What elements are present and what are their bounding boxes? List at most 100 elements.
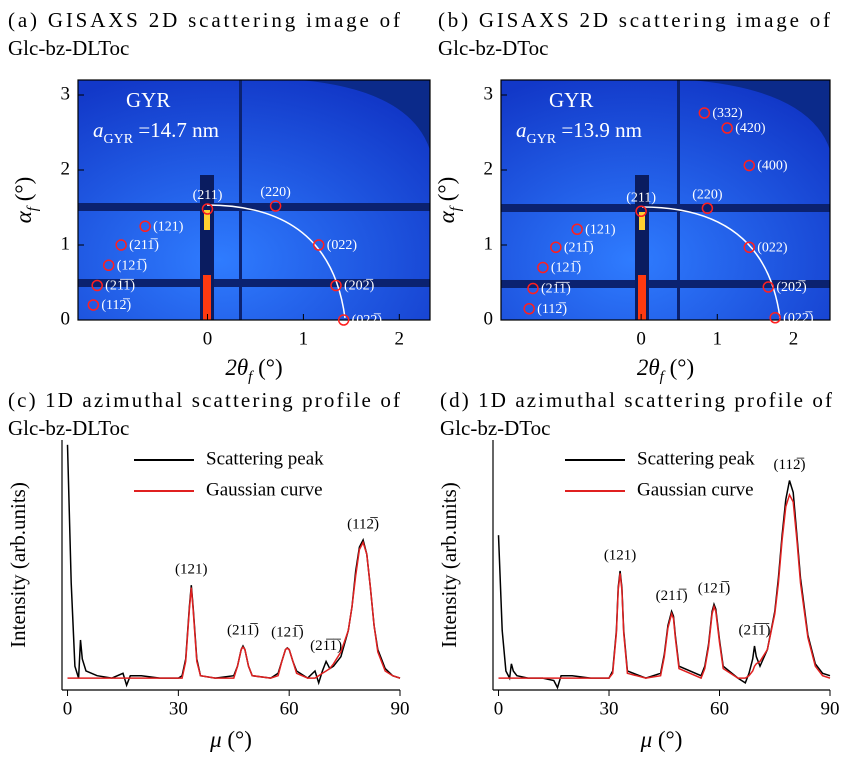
annotation-part: a (93, 118, 104, 142)
peak-label: (21̅1̅) (105, 279, 135, 294)
annotation-part: a (516, 118, 527, 142)
peak-label: (112̅) (101, 298, 131, 313)
peak-label: (121̅) (117, 258, 148, 273)
x-axis-label-part: 2θ (637, 355, 660, 380)
x-axis-label-part: (°) (664, 355, 694, 380)
peak-marker (527, 282, 539, 295)
peak-label: (21̅1̅) (739, 622, 771, 638)
x-tick-label: 0 (636, 328, 646, 349)
y-axis-label-part: f (448, 205, 464, 211)
y-axis-label: αf (°) (11, 177, 41, 224)
peak-marker (269, 200, 282, 212)
series-line (67, 540, 401, 679)
y-tick-label: 3 (484, 83, 494, 104)
plot-frame (500, 79, 831, 321)
peak-marker (550, 241, 562, 253)
peak-marker (139, 220, 151, 232)
scattering-image (501, 80, 830, 320)
x-tick-label: 60 (710, 698, 729, 719)
y-axis-label: Intensity (arb.units) (6, 482, 30, 648)
x-axis-label-part: 2θ (225, 355, 248, 380)
y-tick-label: 1 (484, 233, 494, 254)
panel-title: Glc-bz-DToc (438, 36, 548, 60)
peak-label: (112̅) (774, 457, 806, 473)
panel-title: (c) 1D azimuthal scattering profile of (8, 388, 400, 412)
x-tick-label: 1 (713, 328, 723, 349)
annotation-part: GYR (104, 132, 134, 147)
annotation: aGYR =13.9 nm (516, 118, 642, 147)
x-tick-label: 30 (600, 698, 619, 719)
peak-marker (571, 223, 583, 235)
peak-label: (21̅1̅) (541, 282, 571, 297)
annotation: GYR (126, 88, 170, 112)
peak-label: (202̅) (344, 279, 375, 294)
x-axis-label: 2θf (°) (637, 355, 694, 385)
peak-marker (201, 203, 214, 215)
peak-marker (91, 279, 103, 292)
y-axis-label-part: α (11, 210, 36, 223)
legend-label: Gaussian curve (206, 479, 323, 500)
peak-label: (211̅) (227, 622, 259, 638)
x-tick-label: 2 (789, 328, 799, 349)
x-tick-label: 90 (821, 698, 840, 719)
x-tick-label: 2 (395, 328, 405, 349)
x-axis-label-part: (°) (652, 727, 682, 752)
y-axis-label: αf (°) (434, 177, 464, 224)
y-tick-label: 2 (61, 158, 71, 179)
peak-label: (21̅1̅) (310, 638, 342, 654)
peak-label: (112̅) (537, 302, 567, 317)
peak-marker (743, 241, 756, 253)
panel-title: (d) 1D azimuthal scattering profile of (440, 388, 832, 412)
peak-label: (121̅) (271, 624, 304, 640)
peak-marker (115, 239, 127, 251)
x-axis-label-part: μ (640, 727, 653, 752)
peak-marker (337, 314, 350, 326)
panel-title: Glc-bz-DToc (440, 416, 550, 440)
scattering-image (78, 80, 430, 320)
peak-marker (701, 202, 714, 214)
annotation-part: GYR (527, 132, 557, 147)
annotation-part: =13.9 nm (556, 118, 642, 142)
peak-label: (112̅) (347, 516, 379, 532)
y-axis-label: Intensity (arb.units) (437, 482, 461, 648)
peak-label: (220) (260, 185, 291, 200)
peak-label: (121) (153, 219, 184, 234)
peak-label: (400) (757, 159, 788, 174)
plot-frame (77, 79, 431, 321)
legend-label: Scattering peak (637, 448, 755, 469)
y-axis-label-part: f (25, 205, 41, 211)
panel-title: (a) GISAXS 2D scattering image of (8, 8, 400, 32)
panel-title: Glc-bz-DLToc (8, 36, 129, 60)
x-tick-label: 90 (391, 698, 410, 719)
peak-label: (332) (712, 106, 743, 121)
x-axis-label: μ (°) (209, 727, 252, 752)
y-axis-label-part: (°) (11, 177, 36, 207)
legend-label: Gaussian curve (637, 479, 754, 500)
peak-label: (121̅) (698, 581, 731, 597)
peak-marker (312, 239, 325, 251)
x-axis-label-part: f (248, 369, 254, 385)
peak-marker (330, 279, 342, 292)
x-axis-label-part: (°) (222, 727, 252, 752)
peak-label: (211̅) (656, 588, 688, 604)
peak-label: (022) (327, 238, 358, 253)
peak-marker (635, 205, 647, 217)
x-axis-label-part: μ (209, 727, 222, 752)
y-axis-label-part: (°) (434, 177, 459, 207)
peak-label: (211̅) (129, 238, 159, 253)
peak-marker (769, 312, 781, 324)
peak-marker (743, 159, 756, 172)
peak-label: (121̅) (551, 261, 582, 276)
peak-marker (537, 261, 549, 274)
x-tick-label: 1 (299, 328, 309, 349)
peak-marker (721, 122, 733, 134)
peak-label: (211) (626, 190, 656, 205)
annotation: GYR (549, 88, 593, 112)
peak-label: (022̅) (352, 313, 383, 328)
annotation: aGYR =14.7 nm (93, 118, 219, 147)
y-tick-label: 0 (484, 308, 494, 329)
peak-marker (762, 281, 775, 293)
series-line (498, 492, 831, 680)
peak-marker (87, 299, 100, 311)
